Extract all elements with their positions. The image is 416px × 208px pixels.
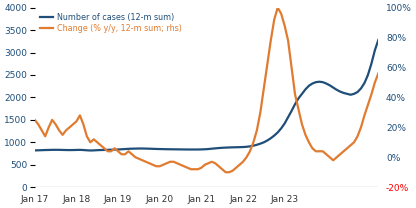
Change (% y/y, 12-m sum; rhs) — [209, 161, 214, 163]
Number of cases (12-m sum) — [376, 39, 381, 41]
Change (% y/y, 12-m sum; rhs) — [223, 171, 228, 173]
Change (% y/y, 12-m sum; rhs) — [376, 72, 381, 75]
Line: Change (% y/y, 12-m sum; rhs): Change (% y/y, 12-m sum; rhs) — [35, 8, 378, 172]
Number of cases (12-m sum) — [352, 93, 357, 95]
Number of cases (12-m sum) — [213, 147, 218, 150]
Line: Number of cases (12-m sum): Number of cases (12-m sum) — [35, 40, 378, 150]
Number of cases (12-m sum) — [362, 82, 367, 84]
Legend: Number of cases (12-m sum), Change (% y/y, 12-m sum; rhs): Number of cases (12-m sum), Change (% y/… — [39, 12, 183, 35]
Number of cases (12-m sum) — [32, 149, 37, 152]
Change (% y/y, 12-m sum; rhs) — [32, 119, 37, 121]
Change (% y/y, 12-m sum; rhs) — [275, 6, 280, 9]
Change (% y/y, 12-m sum; rhs) — [98, 144, 103, 147]
Number of cases (12-m sum) — [116, 148, 121, 151]
Number of cases (12-m sum) — [240, 146, 245, 148]
Change (% y/y, 12-m sum; rhs) — [365, 104, 370, 106]
Number of cases (12-m sum) — [102, 149, 106, 151]
Change (% y/y, 12-m sum; rhs) — [112, 147, 117, 150]
Change (% y/y, 12-m sum; rhs) — [355, 135, 360, 137]
Number of cases (12-m sum) — [88, 149, 93, 152]
Change (% y/y, 12-m sum; rhs) — [240, 161, 245, 163]
